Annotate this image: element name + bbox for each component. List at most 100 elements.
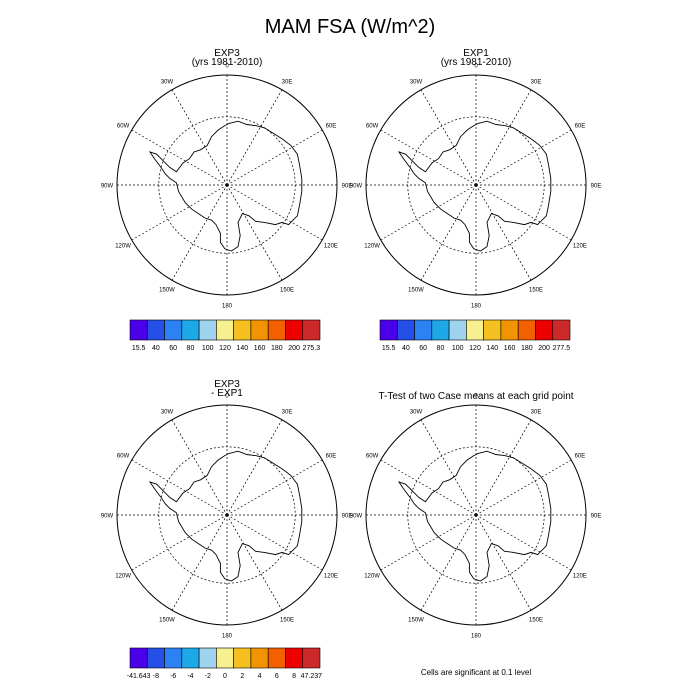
meridian-line [226, 89, 283, 186]
colorbar-swatch [285, 319, 304, 341]
colorbar-label: 40 [152, 345, 160, 352]
colorbar-label: 120 [219, 345, 231, 352]
longitude-label: 150E [529, 287, 543, 293]
meridian-line [420, 419, 477, 516]
colorbar-label: 200 [538, 345, 550, 352]
longitude-label: 150W [408, 617, 424, 623]
significance-note: Cells are significant at 0.1 level [421, 668, 532, 677]
meridian-line [475, 89, 532, 186]
meridian-line [380, 129, 477, 186]
longitude-label: 120W [115, 244, 131, 250]
meridian-line [475, 184, 532, 281]
map-boundary-circle [365, 74, 587, 296]
colorbar-swatch [302, 319, 321, 341]
longitude-label: 0 [225, 64, 229, 70]
longitude-label: 30W [410, 80, 423, 86]
colorbar-label: 8 [292, 673, 296, 680]
colorbar-label: 120 [469, 345, 481, 352]
panel-exp3-map: 0 30E 60E 90E 120E 150E 180 150W 120W 90W 60W 30W [101, 64, 353, 310]
antarctica-coastline [148, 450, 303, 582]
panel-exp3: EXP3 (yrs 1981-2010) 0 30E 60E 90E 120E 150E 1… [101, 48, 353, 352]
colorbar-swatch [146, 319, 165, 341]
longitude-label: 150W [159, 617, 175, 623]
colorbar-swatch [517, 319, 536, 341]
longitude-label: 120E [324, 244, 338, 250]
meridian-line [380, 459, 477, 516]
colorbar-swatch [164, 319, 183, 341]
panel-difference-subtitle: - EXP1 [211, 388, 243, 399]
longitude-label: 180 [471, 634, 482, 640]
colorbar-swatch [379, 319, 398, 341]
colorbar-swatch [198, 647, 217, 669]
colorbar-label: 180 [271, 345, 283, 352]
longitude-label: 30W [410, 410, 423, 416]
figure-title: MAM FSA (W/m^2) [265, 16, 436, 38]
meridian-line [420, 514, 477, 611]
meridian-line [226, 184, 323, 241]
longitude-label: 30W [161, 410, 174, 416]
longitude-label: 60E [326, 454, 337, 460]
colorbar-label: -2 [205, 673, 211, 680]
colorbar-swatch [396, 319, 415, 341]
meridian-line [171, 89, 228, 186]
meridian-line [475, 459, 572, 516]
map-boundary-circle [116, 404, 338, 626]
colorbar-label: -4 [187, 673, 193, 680]
panel-ttest-title: T-Test of two Case means at each grid po… [378, 391, 573, 402]
meridian-line [475, 184, 572, 241]
colorbar-label: 200 [288, 345, 300, 352]
longitude-label: 150E [529, 617, 543, 623]
colorbar-label: 140 [236, 345, 248, 352]
colorbar-swatch [483, 319, 502, 341]
panel-difference-map: 0 30E 60E 90E 120E 150E 180 150W 120W 90W 60W 30W [101, 394, 353, 640]
meridian-line [420, 89, 477, 186]
colorbar-swatch [181, 319, 200, 341]
longitude-label: 30E [282, 410, 293, 416]
longitude-label: 0 [474, 64, 478, 70]
colorbar-swatch [302, 647, 321, 669]
colorbar-swatch [233, 647, 252, 669]
meridian-line [171, 419, 228, 516]
colorbar-label: 47.237 [301, 673, 323, 680]
colorbar-label: 160 [254, 345, 266, 352]
longitude-label: 60E [575, 454, 586, 460]
colorbar-label: 60 [419, 345, 427, 352]
longitude-label: 120E [573, 574, 587, 580]
longitude-label: 120W [364, 244, 380, 250]
colorbar-swatch [250, 647, 269, 669]
longitude-label: 90E [342, 184, 353, 190]
colorbar-label: 15.5 [382, 345, 396, 352]
panel-exp3-title: EXP3 [214, 48, 240, 59]
colorbar-swatch [267, 647, 286, 669]
colorbar-swatch [500, 319, 519, 341]
panel-exp1-subtitle: (yrs 1981-2010) [441, 57, 512, 68]
longitude-label: 90E [342, 514, 353, 520]
longitude-label: 150W [159, 287, 175, 293]
meridian-line [420, 184, 477, 281]
meridian-line [226, 184, 283, 281]
colorbar-label: -6 [170, 673, 176, 680]
colorbar-label: 0 [223, 673, 227, 680]
colorbar-label: -8 [153, 673, 159, 680]
meridian-line [475, 514, 532, 611]
longitude-label: 60E [326, 124, 337, 130]
meridian-line [226, 419, 283, 516]
map-boundary-circle [116, 74, 338, 296]
colorbar-label: 80 [437, 345, 445, 352]
longitude-label: 150E [280, 617, 294, 623]
longitude-label: 30E [531, 80, 542, 86]
colorbar-swatch [146, 647, 165, 669]
colorbar-label: 275.3 [303, 345, 321, 352]
meridian-line [131, 129, 228, 186]
colorbar-label: 100 [202, 345, 214, 352]
meridian-line [226, 129, 323, 186]
longitude-label: 90W [101, 514, 114, 520]
colorbar-swatch [552, 319, 571, 341]
panel-exp3-colorbar: 15.5 40 60 80 100 120 140 160 180 200 275.3 [129, 319, 321, 352]
longitude-label: 90E [591, 514, 602, 520]
longitude-label: 30E [282, 80, 293, 86]
colorbar-label: 60 [169, 345, 177, 352]
longitude-label: 120E [573, 244, 587, 250]
panel-exp1-colorbar: 15.5 40 60 80 100 120 140 160 180 200 277.5 [379, 319, 571, 352]
longitude-label: 60W [366, 454, 379, 460]
